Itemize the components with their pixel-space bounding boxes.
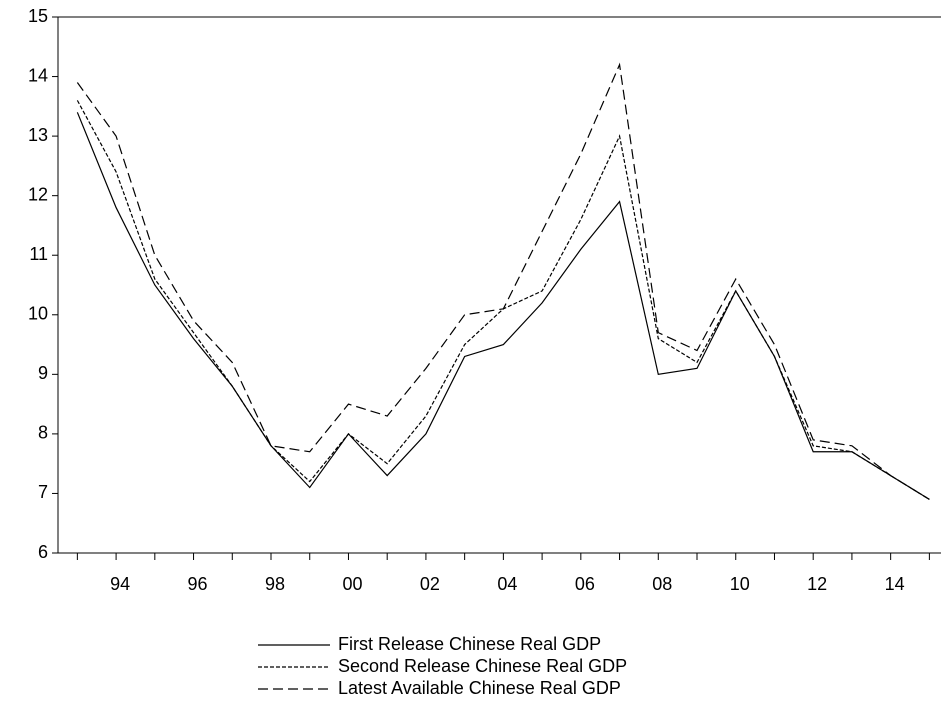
x-tick-label: 06 [575, 574, 595, 594]
x-tick-label: 94 [110, 574, 130, 594]
y-tick-label: 9 [38, 363, 48, 383]
y-tick-label: 13 [28, 125, 48, 145]
series-line [76, 100, 930, 500]
y-tick-label: 8 [38, 423, 48, 443]
x-tick-label: 98 [265, 574, 285, 594]
legend-label: Second Release Chinese Real GDP [338, 656, 627, 676]
x-tick-label: 96 [188, 574, 208, 594]
x-tick-label: 12 [807, 574, 827, 594]
x-tick-label: 14 [885, 574, 905, 594]
series-line [76, 112, 930, 500]
legend-label: Latest Available Chinese Real GDP [338, 678, 621, 698]
y-tick-label: 12 [28, 184, 48, 204]
y-tick-label: 14 [28, 65, 48, 85]
y-tick-label: 6 [38, 542, 48, 562]
y-tick-label: 10 [28, 304, 48, 324]
x-tick-label: 00 [342, 574, 362, 594]
x-tick-label: 02 [420, 574, 440, 594]
x-tick-label: 10 [730, 574, 750, 594]
x-tick-label: 04 [497, 574, 517, 594]
series-line [76, 62, 930, 500]
y-tick-label: 15 [28, 6, 48, 26]
y-tick-label: 7 [38, 482, 48, 502]
x-tick-label: 08 [652, 574, 672, 594]
y-tick-label: 11 [29, 244, 48, 264]
legend-label: First Release Chinese Real GDP [338, 634, 601, 654]
